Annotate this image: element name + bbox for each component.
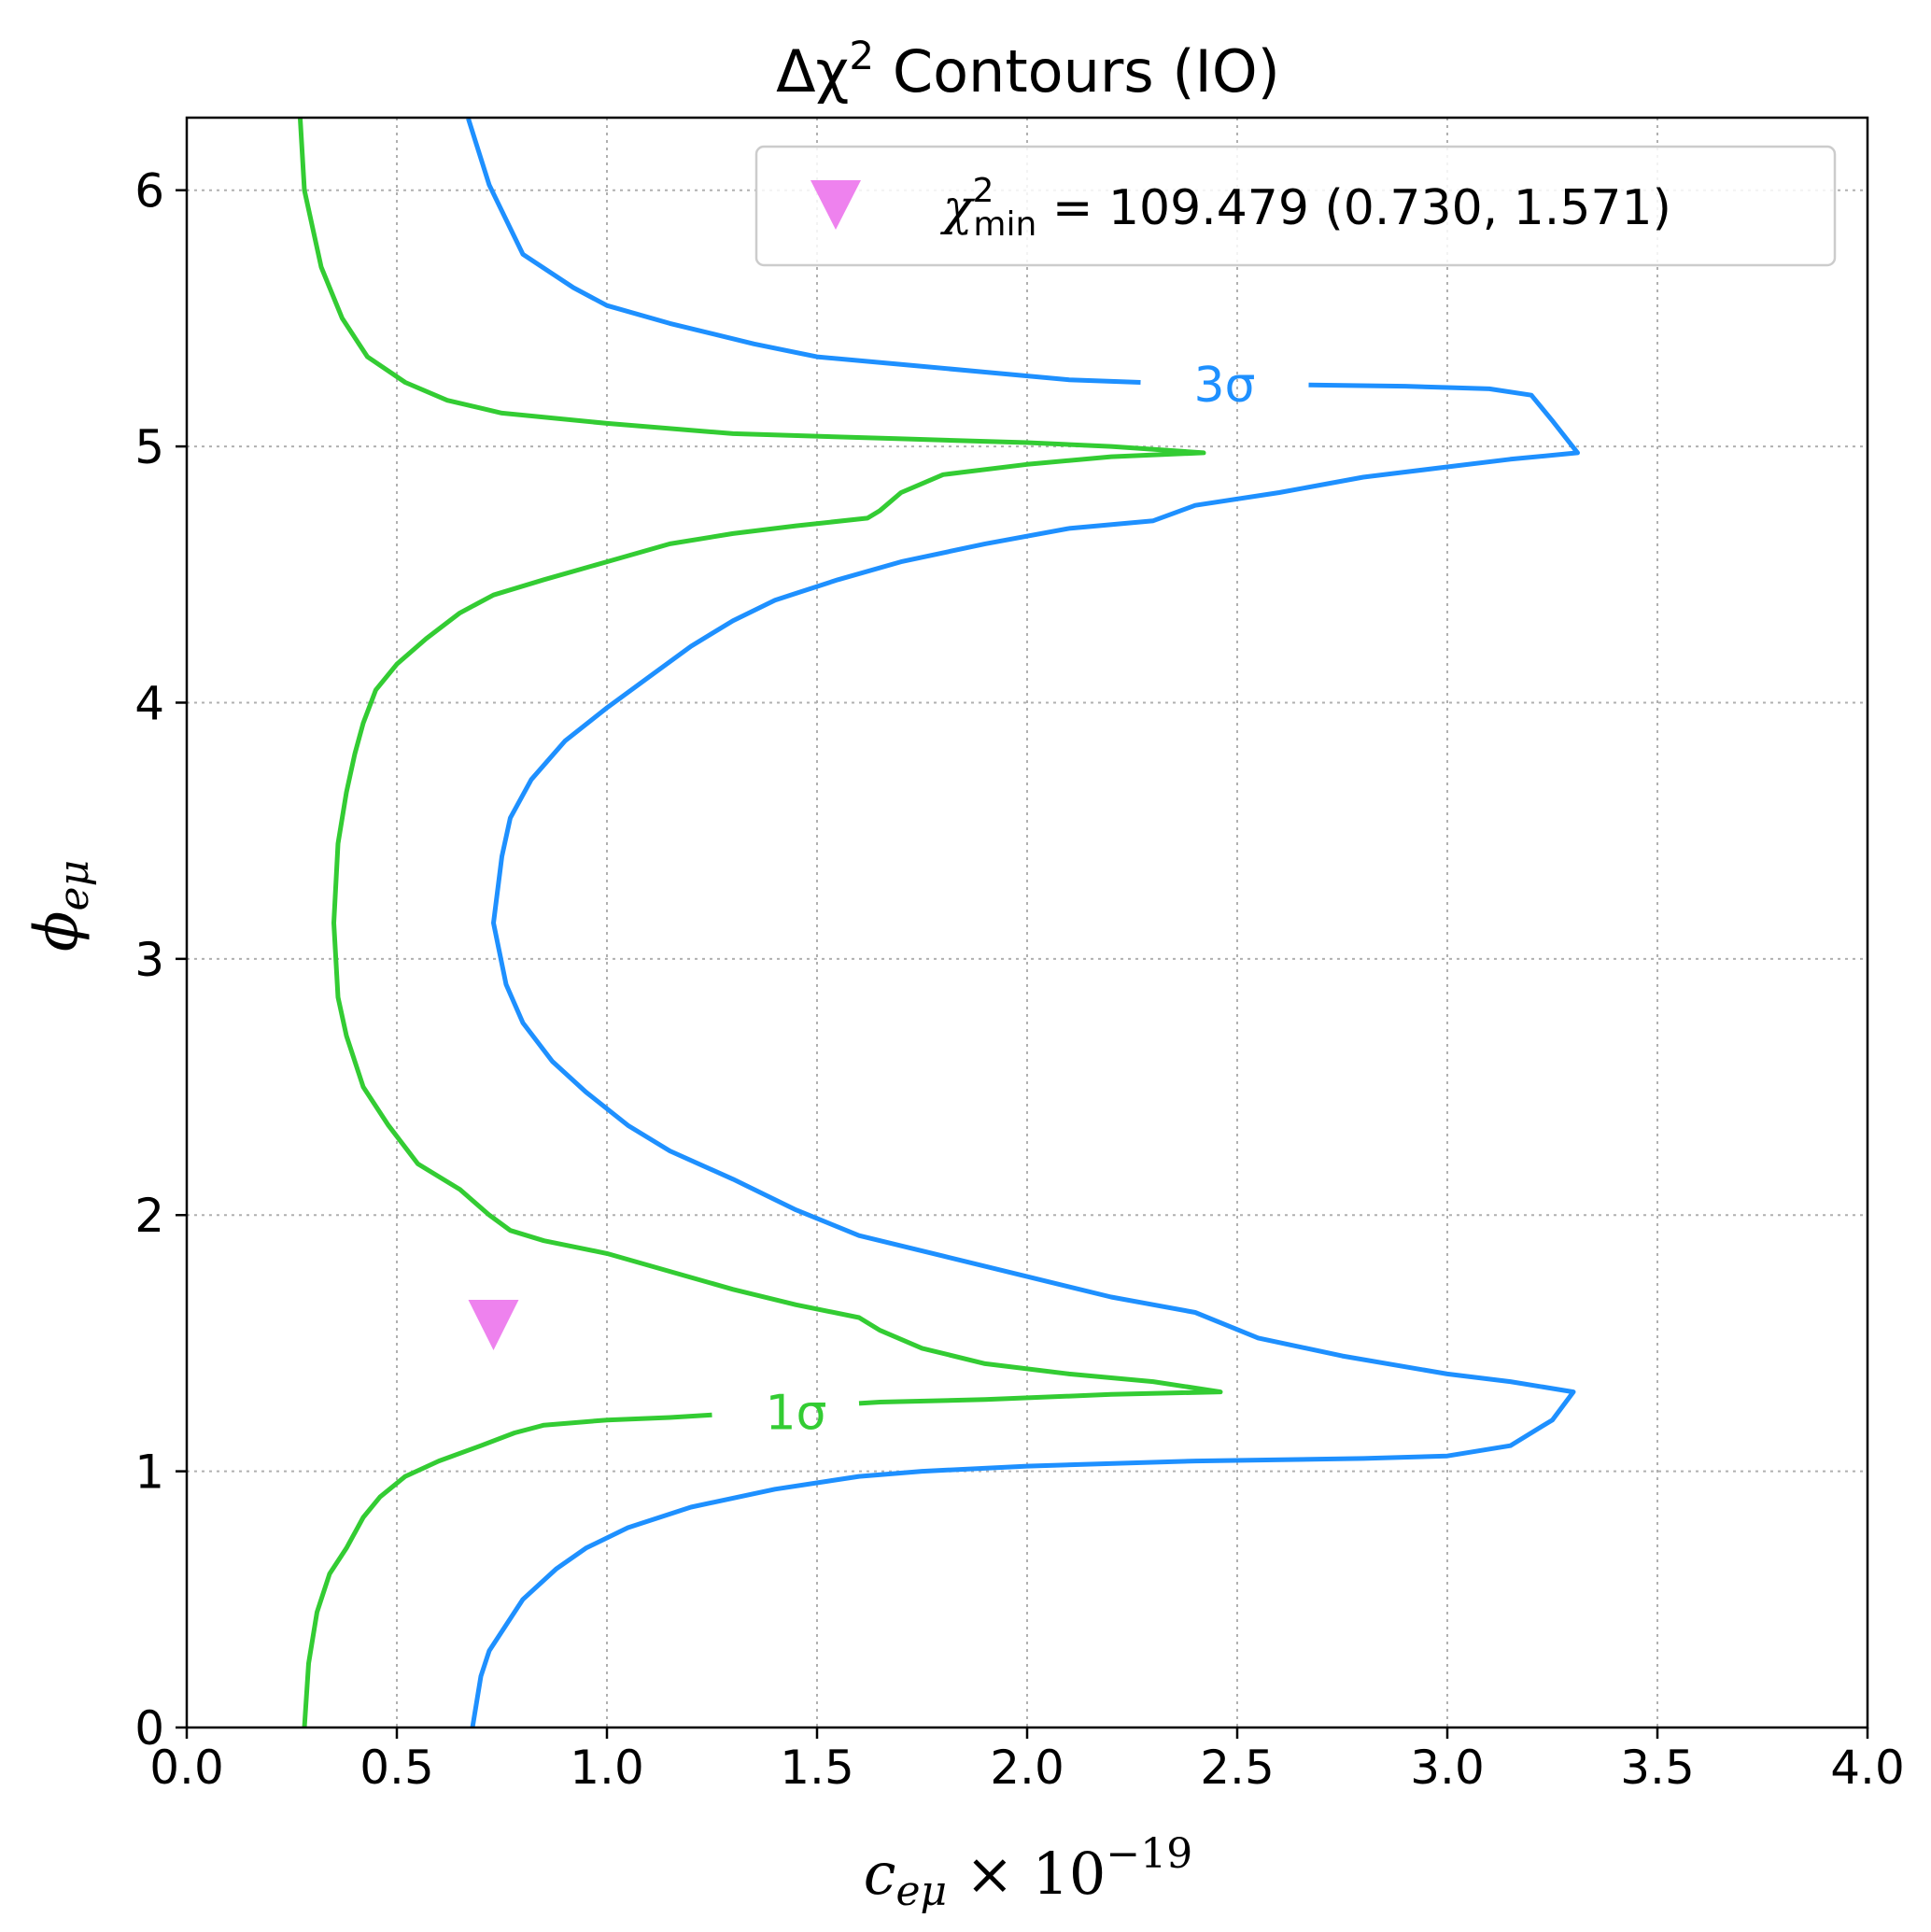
- x-tick-label: 1.5: [780, 1741, 854, 1795]
- y-tick-label: 6: [134, 164, 164, 219]
- y-tick-label: 2: [134, 1189, 164, 1243]
- legend-text: χ2 min = 109.479 (0.730, 1.571): [939, 172, 1671, 244]
- x-tick-label: 2.0: [990, 1741, 1064, 1795]
- y-tick-label: 1: [134, 1445, 164, 1500]
- y-tick-label: 4: [134, 676, 164, 730]
- x-tick-label: 2.5: [1200, 1741, 1275, 1795]
- contour-1sigma-label: 1σ: [765, 1386, 826, 1442]
- contour-3sigma-line: [470, 382, 1580, 1728]
- chart-title: Δχ2 Contours (IO): [776, 33, 1280, 106]
- y-ticks: 0 1 2 3 4 5 6: [134, 164, 187, 1756]
- x-tick-label: 0.5: [359, 1741, 434, 1795]
- x-tick-label: 3.5: [1620, 1741, 1695, 1795]
- contour-1sigma-line: [302, 1412, 712, 1728]
- contour-3sigma-label: 3σ: [1193, 358, 1255, 414]
- x-axis-label: ceμ × 10−19: [864, 1830, 1193, 1915]
- markers: [468, 1299, 519, 1350]
- y-tick-label: 0: [134, 1701, 164, 1756]
- x-tick-label: 3.0: [1410, 1741, 1485, 1795]
- contour-3sigma-line: [466, 118, 1141, 385]
- contour-1sigma-line: [298, 118, 1223, 1406]
- y-tick-label: 5: [134, 420, 164, 474]
- legend-triangle-marker: [810, 180, 861, 230]
- contours: [298, 118, 1580, 1728]
- legend-box: [754, 145, 1837, 267]
- y-tick-label: 3: [134, 933, 164, 987]
- x-tick-label: 4.0: [1830, 1741, 1905, 1795]
- x-tick-label: 1.0: [570, 1741, 644, 1795]
- contour-labels: 1σ 3σ: [765, 358, 1255, 1441]
- x-ticks: 0.0 0.5 1.0 1.5 2.0 2.5 3.0 3.5 4.0: [149, 1728, 1905, 1795]
- best-fit-marker: [468, 1299, 519, 1350]
- x-tick-label: 0.0: [149, 1741, 224, 1795]
- y-axis-label: ϕeμ: [22, 860, 98, 952]
- legend: χ2 min = 109.479 (0.730, 1.571): [754, 145, 1837, 267]
